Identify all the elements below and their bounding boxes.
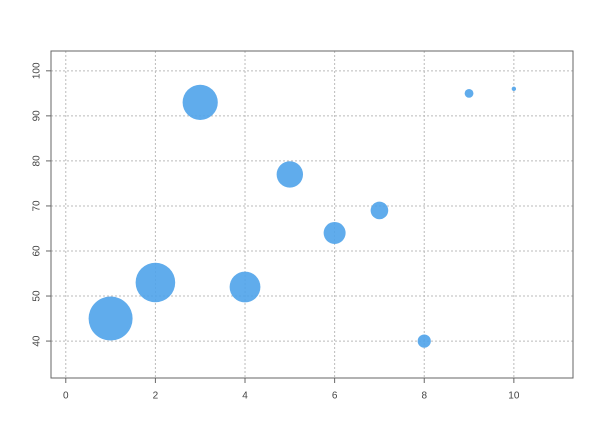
- y-tick-label: 80: [32, 155, 43, 167]
- y-tick-label: 50: [32, 290, 43, 302]
- bubble: [229, 271, 261, 303]
- bubble: [323, 221, 346, 244]
- x-tick-label: 2: [153, 391, 159, 402]
- bubble: [276, 161, 304, 188]
- y-tick-label: 60: [32, 245, 43, 257]
- bubble: [370, 201, 389, 220]
- x-tick-label: 4: [242, 391, 248, 402]
- bubble: [88, 296, 133, 341]
- y-tick-label: 100: [32, 62, 43, 79]
- x-tick-label: 10: [508, 391, 520, 402]
- bubble: [511, 86, 517, 92]
- y-tick-label: 40: [32, 335, 43, 347]
- y-tick-label: 90: [32, 110, 43, 122]
- x-tick-label: 8: [421, 391, 427, 402]
- y-tick-label: 70: [32, 200, 43, 212]
- plot-frame: [50, 50, 574, 379]
- x-tick-label: 0: [63, 391, 69, 402]
- bubble: [182, 84, 218, 120]
- bubble: [417, 334, 431, 348]
- bubble: [135, 262, 176, 303]
- x-tick-label: 6: [332, 391, 338, 402]
- bubble: [464, 88, 474, 98]
